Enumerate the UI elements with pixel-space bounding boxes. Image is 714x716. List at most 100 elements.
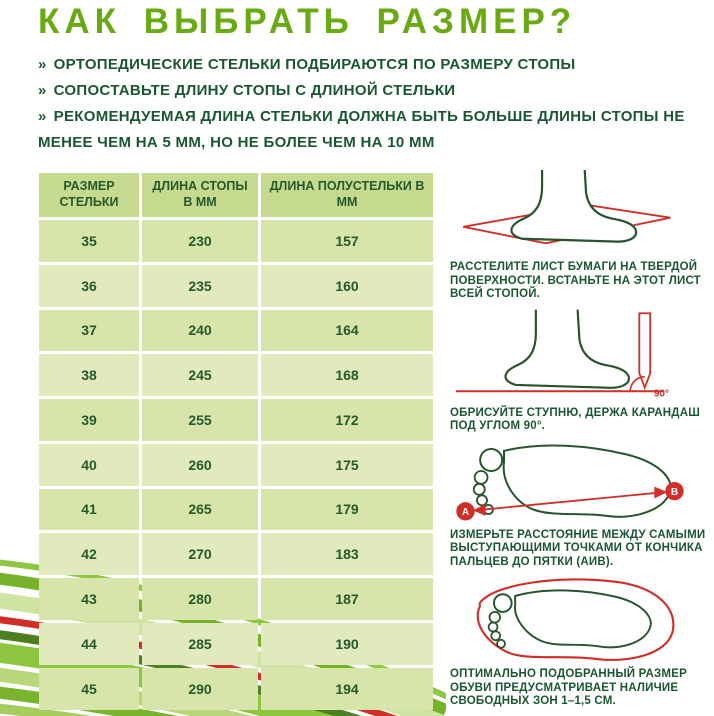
table-row: 38 245 168: [39, 354, 433, 397]
table-row: 41 265 179: [39, 488, 433, 531]
half-insole-cell: 187: [261, 578, 433, 620]
size-cell: 44: [39, 622, 139, 665]
half-insole-cell: 160: [261, 264, 433, 307]
foot-outline: [510, 170, 638, 243]
half-insole-cell: 157: [261, 220, 433, 262]
half-insole-cell: 190: [261, 622, 433, 665]
table-row: 42 270 183: [39, 533, 433, 576]
footprint-in-insole-icon: [476, 578, 675, 661]
half-insole-cell: 164: [261, 309, 433, 352]
table-row: 45 290 194: [39, 667, 433, 710]
instruction-caption: РАССТЕЛИТЕ ЛИСТ БУМАГИ НА ТВЕРДОЙ ПОВЕРХ…: [450, 261, 701, 300]
angle-label: 90°: [654, 388, 669, 399]
point-a-marker: [456, 501, 475, 520]
table-row: 40 260 175: [39, 443, 433, 486]
size-cell: 43: [39, 578, 139, 620]
table-row: 43 280 187: [39, 578, 433, 620]
bullet-text: СОПОСТАВЬТЕ ДЛИНУ СТОПЫ С ДЛИНОЙ СТЕЛЬКИ: [53, 82, 456, 99]
half-insole-cell: 194: [261, 667, 433, 710]
bullet-text-emphasis: БОЛЬШЕ ДЛИНЫ СТОПЫ НЕ МЕНЕЕ ЧЕМ НА 5 ММ,…: [38, 108, 685, 151]
foot-length-cell: 280: [142, 578, 258, 620]
size-cell: 38: [39, 354, 139, 397]
right-angle-arc: [629, 375, 645, 391]
toe: [496, 638, 506, 649]
instruction-step-4: ОПТИМАЛЬНО ПОДОБРАННЫЙ РАЗМЕР ОБУВИ ПРЕД…: [450, 573, 712, 709]
size-cell: 35: [39, 220, 139, 262]
foot-length-cell: 255: [142, 399, 258, 441]
instruction-caption: ИЗМЕРЬТЕ РАССТОЯНИЕ МЕЖДУ САМЫМИ ВЫСТУПА…: [450, 528, 706, 568]
table-row: 44 285 190: [39, 622, 433, 665]
foot-length-cell: 235: [142, 264, 258, 307]
bullet-list: » ОРТОПЕДИЧЕСКИЕ СТЕЛЬКИ ПОДБИРАЮТСЯ ПО Р…: [38, 52, 688, 156]
size-cell: 42: [39, 533, 139, 576]
point-b-marker: [665, 481, 684, 500]
point-b-label: В: [671, 486, 678, 497]
foot-length-cell: 285: [142, 622, 258, 665]
size-table-body: 35 230 157 36 235 160 37 240 164 38 245 168 39 25…: [39, 220, 433, 710]
instruction-caption: ОБРИСУЙТЕ СТУПНЮ, ДЕРЖА КАРАНДАШ ПОД УГЛ…: [450, 406, 700, 433]
arrowhead-right: [654, 486, 668, 498]
measure-line: [465, 489, 675, 512]
toe: [490, 630, 501, 642]
toe: [487, 621, 499, 633]
bullet-text: ОРТОПЕДИЧЕСКИЕ СТЕЛЬКИ ПОДБИРАЮТСЯ ПО РА…: [53, 56, 576, 73]
toe: [473, 469, 489, 485]
bullet-marker: »: [38, 108, 47, 125]
size-cell: 39: [39, 399, 139, 441]
toe: [476, 493, 488, 506]
column-header-half-insole-length: ДЛИНА ПОЛУСТЕЛЬКИ В ММ: [261, 173, 433, 217]
size-cell: 37: [39, 309, 139, 352]
column-header-foot-length: ДЛИНА СТОПЫ В ММ: [142, 173, 258, 217]
half-insole-cell: 172: [261, 399, 433, 441]
table-row: 36 235 160: [39, 264, 433, 307]
table-row: 39 255 172: [39, 399, 433, 441]
bullet-item: » СОПОСТАВЬТЕ ДЛИНУ СТОПЫ С ДЛИНОЙ СТЕЛЬК…: [38, 78, 688, 104]
bullet-marker: »: [38, 82, 47, 99]
bullet-text: РЕКОМЕНДУЕМАЯ ДЛИНА СТЕЛЬКИ ДОЛЖНА БЫТЬ: [53, 108, 463, 125]
half-insole-cell: 168: [261, 354, 433, 397]
instruction-caption: ОПТИМАЛЬНО ПОДОБРАННЫЙ РАЗМЕР ОБУВИ ПРЕД…: [450, 668, 687, 707]
size-cell: 36: [39, 264, 139, 307]
foot-length-cell: 230: [142, 220, 258, 262]
page-title: КАК ВЫБРАТЬ РАЗМЕР?: [38, 2, 577, 41]
instruction-step-2: 90° ОБРИСУЙТЕ СТУПНЮ, ДЕРЖА КАРАНДАШ ПОД…: [450, 306, 712, 434]
half-insole-cell: 175: [261, 443, 433, 486]
size-cell: 40: [39, 443, 139, 486]
table-row: 35 230 157: [39, 220, 433, 262]
foot-length-cell: 240: [142, 309, 258, 352]
size-table: РАЗМЕР СТЕЛЬКИ ДЛИНА СТОПЫ В ММ ДЛИНА ПО…: [36, 170, 436, 713]
footprint-outline: [514, 589, 652, 649]
column-header-insole-size: РАЗМЕР СТЕЛЬКИ: [39, 173, 139, 217]
half-insole-cell: 183: [261, 533, 433, 576]
arrowhead-left: [472, 503, 486, 516]
instruction-step-1: РАССТЕЛИТЕ ЛИСТ БУМАГИ НА ТВЕРДОЙ ПОВЕРХ…: [450, 170, 712, 302]
table-row: 37 240 164: [39, 309, 433, 352]
big-toe: [479, 447, 504, 472]
instructions-column: РАССТЕЛИТЕ ЛИСТ БУМАГИ НА ТВЕРДОЙ ПОВЕРХ…: [450, 170, 712, 713]
instruction-step-3: А В ИЗМЕРЬТЕ РАССТОЯНИЕ МЕЖДУ САМЫМИ ВЫС…: [450, 438, 712, 570]
foot-length-cell: 245: [142, 354, 258, 397]
foot-tracing-icon: 90°: [456, 309, 669, 399]
foot-length-cell: 260: [142, 443, 258, 486]
size-cell: 45: [39, 667, 139, 710]
foot-length-cell: 265: [142, 488, 258, 531]
foot-length-cell: 270: [142, 533, 258, 576]
insole-outline: [476, 578, 675, 661]
half-insole-cell: 179: [261, 488, 433, 531]
foot-length-cell: 290: [142, 667, 258, 710]
toe: [472, 482, 486, 496]
big-toe: [492, 593, 513, 613]
bullet-item: » ОРТОПЕДИЧЕСКИЕ СТЕЛЬКИ ПОДБИРАЮТСЯ ПО Р…: [38, 52, 688, 78]
footprint-measure-icon: А В: [456, 444, 684, 520]
pencil-icon: [638, 311, 652, 390]
bullet-marker: »: [38, 56, 47, 73]
toe: [488, 611, 501, 624]
foot-outline: [504, 309, 630, 389]
point-a-label: А: [462, 507, 470, 518]
main-content: РАЗМЕР СТЕЛЬКИ ДЛИНА СТОПЫ В ММ ДЛИНА ПО…: [36, 170, 712, 713]
size-cell: 41: [39, 488, 139, 531]
size-table-header: РАЗМЕР СТЕЛЬКИ ДЛИНА СТОПЫ В ММ ДЛИНА ПО…: [39, 173, 433, 217]
bullet-item: » РЕКОМЕНДУЕМАЯ ДЛИНА СТЕЛЬКИ ДОЛЖНА БЫТЬ…: [38, 104, 688, 156]
foot-on-paper-icon: [463, 170, 671, 245]
